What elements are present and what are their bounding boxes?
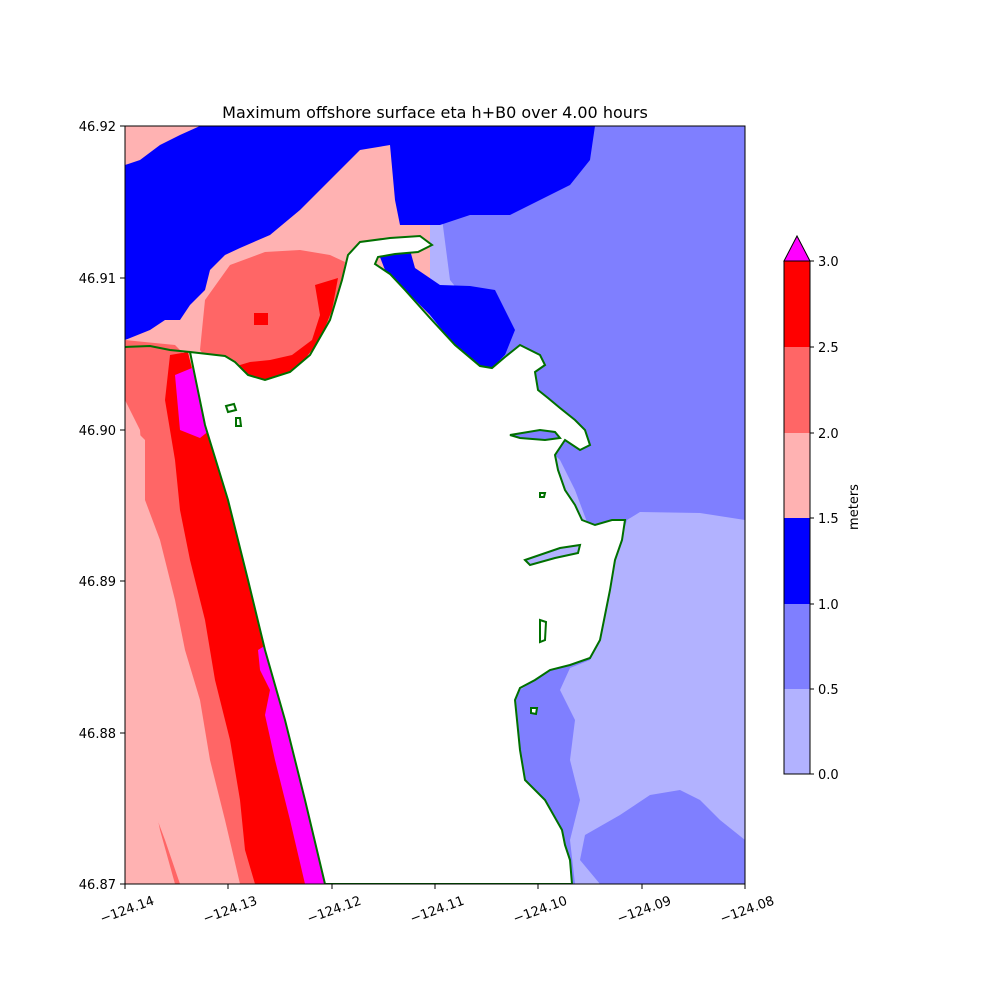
map-plot-area	[125, 126, 745, 884]
colorbar-band	[784, 433, 810, 518]
x-tick-label: −124.08	[718, 894, 776, 927]
colorbar-tick-label: 0.0	[818, 768, 839, 783]
y-tick-label: 46.91	[79, 272, 116, 287]
y-tick-label: 46.89	[79, 575, 116, 590]
colorbar-tick-label: 0.5	[818, 683, 839, 698]
island-5	[530, 707, 539, 716]
north-spit	[125, 344, 191, 353]
surge-zone-pink-coast	[125, 420, 240, 884]
island-7	[539, 492, 547, 498]
y-tick-label: 46.92	[79, 120, 116, 135]
surge-zone-medium-blue	[430, 126, 745, 884]
island-6	[539, 618, 548, 644]
surge-zone-magenta	[175, 368, 210, 438]
colorbar-tick-label: 1.5	[818, 512, 839, 527]
island-1	[509, 428, 562, 442]
x-tick-label: −124.10	[511, 894, 569, 927]
island-4	[235, 417, 243, 427]
colorbar-tick-label: 1.0	[818, 598, 839, 613]
x-tick-label: −124.14	[98, 894, 156, 927]
island-2	[523, 543, 582, 567]
x-tick-label: −124.09	[615, 894, 673, 927]
colorbar-label: meters	[847, 484, 862, 530]
y-tick-label: 46.88	[79, 727, 116, 742]
colorbar-band	[784, 604, 810, 689]
y-axis: 46.92 46.91 46.90 46.89 46.88 46.87	[79, 120, 125, 893]
map-title: Maximum offshore surface eta h+B0 over 4…	[222, 103, 648, 122]
colorbar-band	[784, 347, 810, 433]
surge-zone-magenta-south	[258, 645, 325, 884]
colorbar-band	[784, 518, 810, 604]
surge-zone-dark-blue-north	[125, 126, 595, 340]
colorbar-band	[784, 261, 810, 347]
y-tick-label: 46.90	[79, 424, 116, 439]
surge-zone-medium-blue-lower	[580, 790, 745, 884]
colorbar-band	[784, 689, 810, 774]
x-tick-label: −124.13	[201, 894, 259, 927]
colorbar-tick-label: 3.0	[818, 255, 839, 270]
colorbar: 3.0 2.5 2.0 1.5 1.0 0.5 0.0 meters	[783, 234, 862, 783]
y-tick-label: 46.87	[79, 878, 116, 893]
surge-zone-dark-blue-bay	[378, 250, 515, 370]
surge-zone-pink-upper	[125, 126, 200, 165]
x-tick-label: −124.11	[408, 894, 466, 927]
surge-zone-red-spot	[254, 313, 268, 325]
x-axis: −124.14 −124.13 −124.12 −124.11 −124.10 …	[98, 884, 776, 927]
colorbar-tick-label: 2.0	[818, 427, 839, 442]
island-3	[224, 402, 238, 414]
colorbar-extend-arrow	[783, 234, 811, 262]
x-tick-label: −124.12	[305, 894, 363, 927]
colorbar-tick-label: 2.5	[818, 341, 839, 356]
land-mass	[188, 234, 627, 884]
